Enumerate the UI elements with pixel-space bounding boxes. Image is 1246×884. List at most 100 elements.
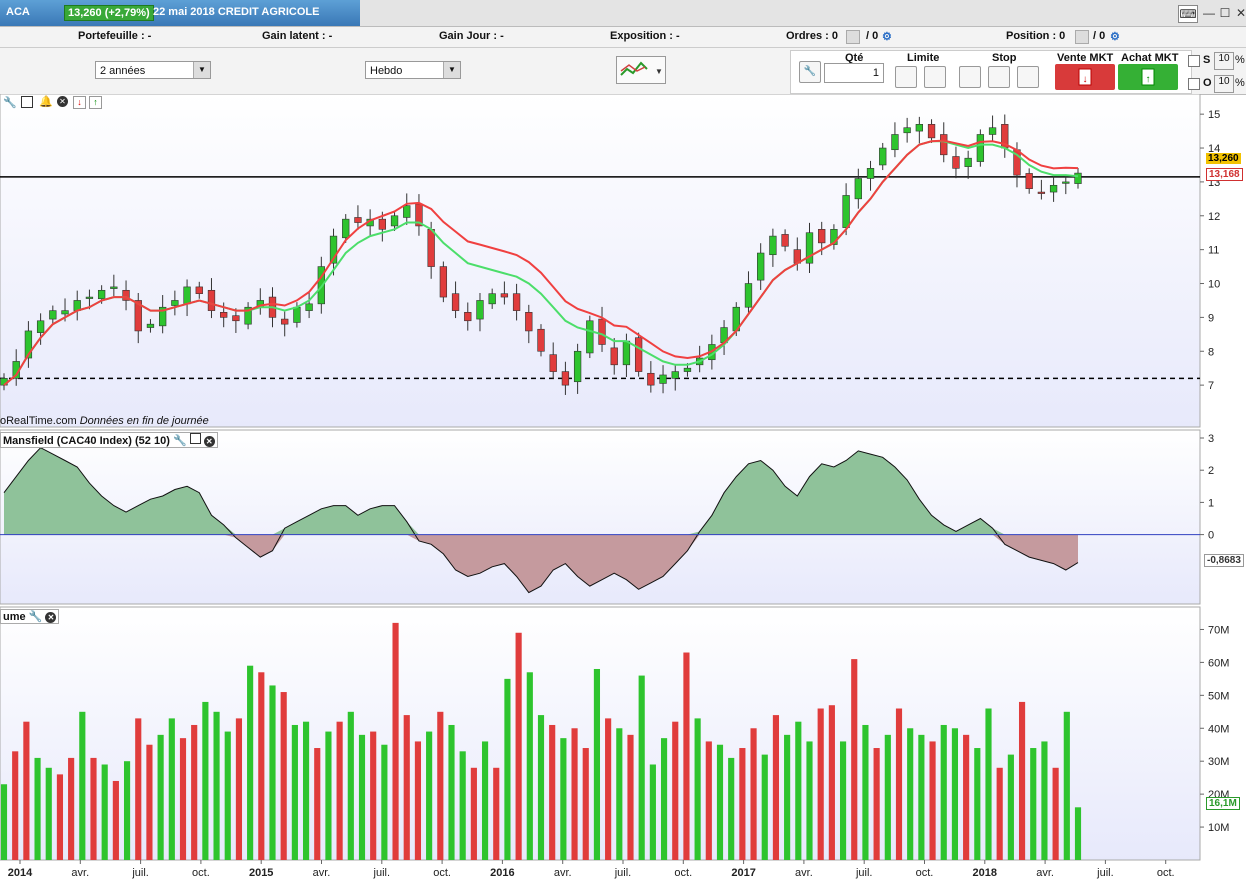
candle-body — [757, 252, 765, 281]
ordres-delete-icon[interactable] — [846, 30, 860, 44]
window-icon[interactable] — [189, 433, 201, 444]
candle-body — [378, 218, 386, 230]
maximize-button[interactable]: ☐ — [1219, 6, 1231, 20]
position-gear-icon[interactable]: ⚙ — [1110, 31, 1120, 43]
candle-body — [683, 367, 692, 372]
candle-body — [171, 300, 179, 306]
candle-body — [598, 318, 606, 345]
volume-bar — [728, 757, 735, 860]
volume-bar — [515, 632, 522, 860]
volume-bar — [571, 728, 578, 860]
candle-body — [24, 330, 33, 359]
volume-bar — [761, 754, 768, 860]
o-checkbox[interactable] — [1188, 78, 1200, 90]
mansfield-axis-label: 3 — [1208, 433, 1214, 445]
volume-bar — [582, 748, 589, 860]
s-value-input[interactable]: 10 — [1214, 52, 1234, 70]
volume-bar — [470, 767, 477, 860]
exposition-stat: Exposition : - — [610, 30, 680, 42]
volume-bar — [426, 731, 433, 860]
wrench-icon[interactable]: 🔧 — [799, 61, 821, 83]
volume-bar — [1007, 754, 1014, 860]
period-select[interactable]: 2 années ▼ — [95, 61, 211, 79]
candle-body — [427, 229, 435, 267]
volume-bar — [448, 724, 455, 860]
wrench-icon[interactable]: 🔧 — [28, 611, 43, 623]
buy-icon: ↑ — [1141, 68, 1155, 86]
limit-sell-icon[interactable] — [924, 66, 946, 88]
candle-body — [293, 306, 301, 323]
interval-select-value: Hebdo — [370, 65, 403, 77]
wrench-icon[interactable]: 🔧 — [172, 435, 187, 447]
volume-axis-label: 70M — [1208, 624, 1229, 636]
price-axis-label: 7 — [1208, 380, 1214, 392]
volume-bar — [336, 721, 343, 860]
x-axis-label: juil. — [373, 867, 391, 879]
stop-trailing-icon[interactable] — [1017, 66, 1039, 88]
interval-select[interactable]: Hebdo ▼ — [365, 61, 461, 79]
candle-body — [183, 286, 191, 305]
volume-bar — [951, 728, 959, 860]
candle-body — [830, 229, 838, 245]
indicator-menu-button[interactable]: ▼ — [616, 56, 666, 84]
candle-body — [1074, 172, 1082, 184]
volume-bar — [157, 734, 164, 860]
limit-buy-icon[interactable] — [895, 66, 917, 88]
ordres-stat-b: / 0 — [866, 30, 879, 42]
quantity-input[interactable]: 1 — [824, 63, 884, 83]
arrow-down-icon[interactable]: ↓ — [73, 96, 86, 109]
volume-axis-label: 30M — [1208, 756, 1229, 768]
mansfield-axis-label: 0 — [1208, 530, 1214, 542]
stop-label: Stop — [992, 52, 1017, 64]
candle-body — [988, 127, 997, 135]
close-icon[interactable]: ✕ — [57, 96, 68, 107]
volume-bar — [123, 761, 131, 860]
wrench-icon[interactable]: 🔧 — [3, 97, 17, 109]
candle-body — [512, 293, 521, 311]
stop-sell-icon[interactable] — [988, 66, 1010, 88]
candle-body — [573, 350, 582, 383]
ordres-gear-icon[interactable]: ⚙ — [882, 31, 892, 43]
volume-bar — [191, 724, 198, 860]
candle-body — [159, 306, 167, 327]
candle-body — [818, 229, 826, 244]
x-axis-label: oct. — [433, 867, 451, 879]
portefeuille-stat: Portefeuille : - — [78, 30, 152, 42]
o-value-input[interactable]: 10 — [1214, 75, 1234, 93]
buy-market-button[interactable]: ↑ — [1118, 64, 1178, 90]
candle-body — [781, 234, 789, 247]
s-checkbox[interactable] — [1188, 55, 1200, 67]
window-icon[interactable] — [21, 96, 33, 108]
close-icon[interactable]: ✕ — [45, 612, 57, 623]
volume-bar — [269, 685, 276, 860]
candle-body — [329, 235, 338, 264]
candle-body — [769, 235, 777, 256]
volume-bar — [907, 728, 914, 860]
volume-bar — [1041, 741, 1048, 860]
x-axis-label: oct. — [674, 867, 692, 879]
stop-buy-icon[interactable] — [959, 66, 981, 88]
x-axis-label: avr. — [313, 867, 331, 879]
candle-body — [85, 296, 94, 299]
volume-bar — [784, 734, 791, 860]
volume-bar — [370, 731, 377, 860]
ordres-stat: Ordres : 0 — [786, 30, 838, 42]
svg-text:↑: ↑ — [1146, 74, 1151, 85]
minimize-button[interactable]: — — [1203, 6, 1215, 20]
x-axis-label: oct. — [192, 867, 210, 879]
volume-bar — [493, 767, 500, 860]
close-icon[interactable]: ✕ — [203, 436, 215, 447]
sell-market-button[interactable]: ↓ — [1055, 64, 1115, 90]
o-label: O — [1203, 77, 1212, 89]
position-delete-icon[interactable] — [1075, 30, 1089, 44]
x-axis-label: 2016 — [490, 867, 514, 879]
candle-body — [1037, 191, 1046, 194]
mansfield-value-badge: -0,8683 — [1204, 554, 1244, 567]
bell-icon[interactable]: 🔔 — [39, 96, 53, 108]
keyboard-icon[interactable]: ⌨ — [1178, 5, 1198, 23]
close-button[interactable]: ✕ — [1235, 6, 1246, 20]
candle-body — [110, 286, 118, 289]
volume-bar — [929, 741, 936, 860]
arrow-up-icon[interactable]: ↑ — [89, 96, 102, 109]
